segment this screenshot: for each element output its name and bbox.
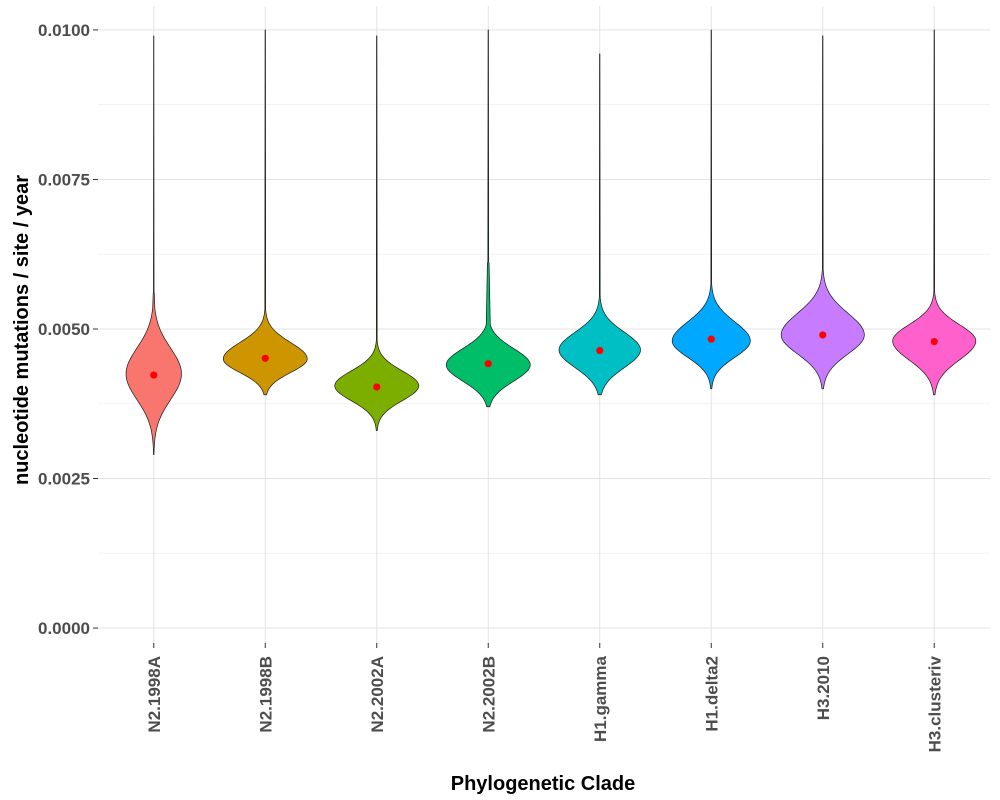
mean-point-N2.2002B <box>484 360 492 368</box>
violin-H3.2010 <box>780 35 865 390</box>
mean-point-H3.2010 <box>819 331 827 339</box>
mean-point-H3.clusteriv <box>930 337 938 346</box>
x-axis-title: Phylogenetic Clade <box>451 773 636 795</box>
y-tick-label: 0.0100 <box>38 21 90 40</box>
y-tick-label: 0.0075 <box>38 170 90 189</box>
violin-N2.1998B <box>222 29 308 396</box>
violin-H3.clusteriv <box>892 29 977 396</box>
y-axis-title: nucleotide mutations / site / year <box>11 175 33 485</box>
y-tick-label: 0.0050 <box>38 320 90 339</box>
x-axis: N2.1998A N2.1998B N2.2002A N2.2002B H1.gamma… <box>145 643 944 752</box>
violin-N2.1998A <box>125 35 182 455</box>
x-tick-label: H3.clusteriv <box>925 655 944 752</box>
y-tick-label: 0.0000 <box>38 619 90 638</box>
x-tick-label: H3.2010 <box>814 656 833 720</box>
violin-H1.gamma <box>558 53 641 396</box>
violin-N2.2002B <box>445 29 531 408</box>
mean-point-N2.1998B <box>261 354 269 362</box>
x-tick-label: H1.gamma <box>591 655 610 742</box>
violin-H1.delta2 <box>671 29 751 390</box>
mean-point-H1.gamma <box>596 346 604 355</box>
x-tick-label: H1.delta2 <box>702 656 721 732</box>
violins <box>125 29 977 455</box>
mean-point-N2.1998A <box>150 371 158 379</box>
x-tick-label: N2.2002A <box>368 656 387 733</box>
x-tick-label: N2.2002B <box>479 656 498 733</box>
mean-point-H1.delta2 <box>707 335 715 343</box>
x-tick-label: N2.1998A <box>145 656 164 733</box>
y-axis: 0.0000 0.0025 0.0050 0.0075 0.0100 <box>38 21 98 638</box>
x-tick-label: N2.1998B <box>256 656 275 733</box>
y-tick-label: 0.0025 <box>38 470 90 489</box>
violin-N2.2002A <box>334 35 420 432</box>
mean-point-N2.2002A <box>373 383 381 391</box>
